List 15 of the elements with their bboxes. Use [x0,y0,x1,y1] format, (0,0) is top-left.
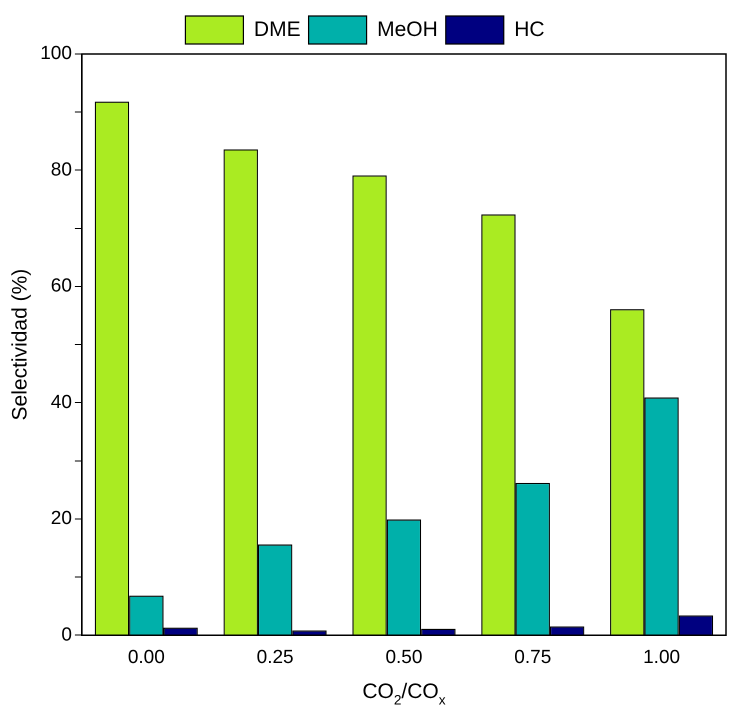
y-tick-label: 40 [50,392,72,413]
legend-label: HC [514,18,545,41]
y-tick-label: 60 [50,276,72,297]
x-tick-label: 0.75 [514,646,552,668]
y-tick-label: 100 [40,43,72,64]
y-axis-title: Selectividad (%) [8,268,32,420]
y-tick-label: 20 [50,508,72,530]
legend-label: MeOH [377,18,438,41]
x-tick-label: 1.00 [643,646,680,668]
x-tick-label: 0.50 [385,646,422,668]
legend-label: DME [254,18,301,41]
y-tick-label: 80 [50,159,72,180]
y-tick-label: 0 [61,624,72,646]
x-tick-label: 0.25 [256,646,294,668]
x-tick-label: 0.00 [128,646,165,668]
